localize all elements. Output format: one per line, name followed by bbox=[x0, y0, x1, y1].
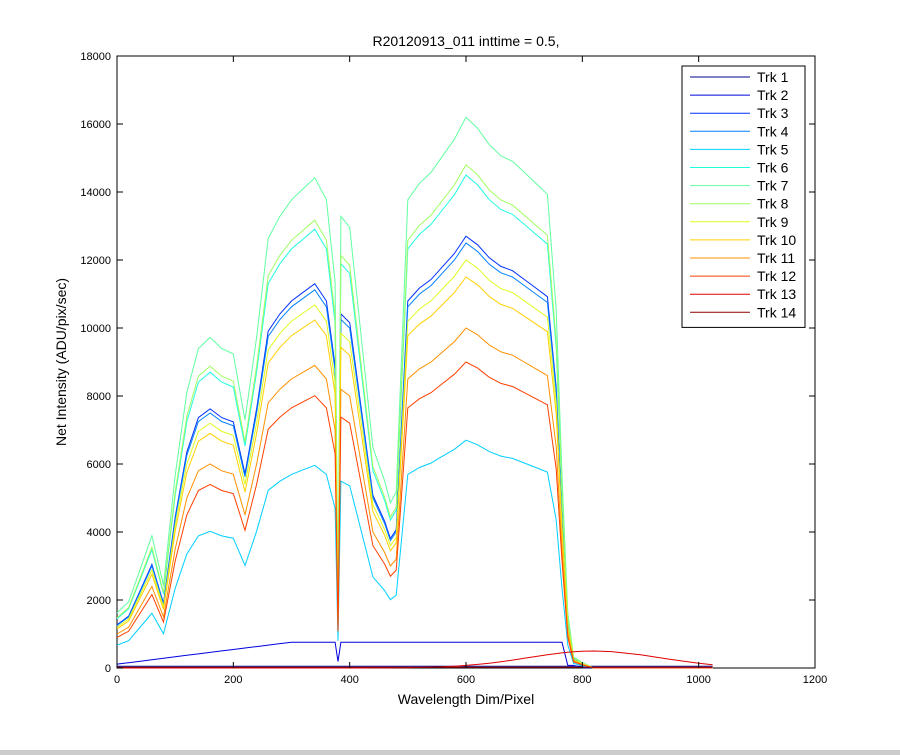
y-tick-label: 18000 bbox=[80, 51, 111, 63]
x-tick-label: 1200 bbox=[803, 674, 827, 686]
series-line-10 bbox=[116, 276, 713, 669]
legend-entry: Trk 7 bbox=[757, 178, 789, 194]
y-tick-label: 10000 bbox=[80, 323, 111, 335]
legend-entry: Trk 11 bbox=[757, 250, 795, 266]
x-tick-label: 0 bbox=[114, 674, 120, 686]
chart-title: R20120913_011 inttime = 0.5, bbox=[373, 33, 560, 49]
series-line-13 bbox=[117, 650, 713, 669]
legend-entry: Trk 13 bbox=[757, 286, 796, 302]
y-tick-label: 6000 bbox=[87, 459, 111, 471]
legend-entry: Trk 1 bbox=[757, 69, 789, 85]
legend-entry: Trk 10 bbox=[757, 232, 796, 248]
series-line-11 bbox=[116, 327, 713, 669]
y-tick-label: 4000 bbox=[87, 527, 111, 539]
y-tick-label: 2000 bbox=[87, 595, 111, 607]
series-line-2 bbox=[116, 641, 713, 669]
y-axis-label: Net Intensity (ADU/pix/sec) bbox=[53, 278, 69, 446]
series-lines bbox=[116, 116, 713, 669]
x-tick-label: 800 bbox=[573, 674, 591, 686]
x-axis-label: Wavelength Dim/Pixel bbox=[398, 691, 534, 707]
legend-entry: Trk 4 bbox=[757, 123, 789, 139]
x-tick-label: 400 bbox=[340, 674, 358, 686]
legend-entry: Trk 6 bbox=[757, 160, 789, 176]
legend-entry: Trk 9 bbox=[757, 214, 789, 230]
legend-entry: Trk 3 bbox=[757, 105, 789, 121]
y-tick-label: 12000 bbox=[80, 255, 111, 267]
axes: 0 200 400 600 800 1000 12000200040006000800010… bbox=[80, 51, 827, 686]
legend-entry: Trk 12 bbox=[757, 268, 796, 284]
y-tick-label: 8000 bbox=[87, 391, 111, 403]
y-tick-label: 16000 bbox=[80, 119, 111, 131]
x-tick-label: 200 bbox=[224, 674, 242, 686]
x-tick-label: 1000 bbox=[686, 674, 710, 686]
legend: Trk 1 Trk 2 Trk 3 Trk 4 Trk 5 Trk 6 Trk 7 Trk 8… bbox=[681, 65, 806, 328]
legend-box bbox=[681, 65, 806, 328]
series-line-12 bbox=[116, 361, 713, 669]
series-line-5 bbox=[116, 439, 713, 669]
x-tick-label: 600 bbox=[457, 674, 475, 686]
legend-entry: Trk 8 bbox=[757, 196, 789, 212]
legend-entry: Trk 14 bbox=[757, 304, 796, 320]
y-tick-label: 14000 bbox=[80, 187, 111, 199]
legend-entry: Trk 5 bbox=[757, 141, 789, 157]
series-line-8 bbox=[116, 164, 713, 669]
legend-entry: Trk 2 bbox=[757, 87, 789, 103]
y-tick-label: 0 bbox=[105, 663, 111, 675]
